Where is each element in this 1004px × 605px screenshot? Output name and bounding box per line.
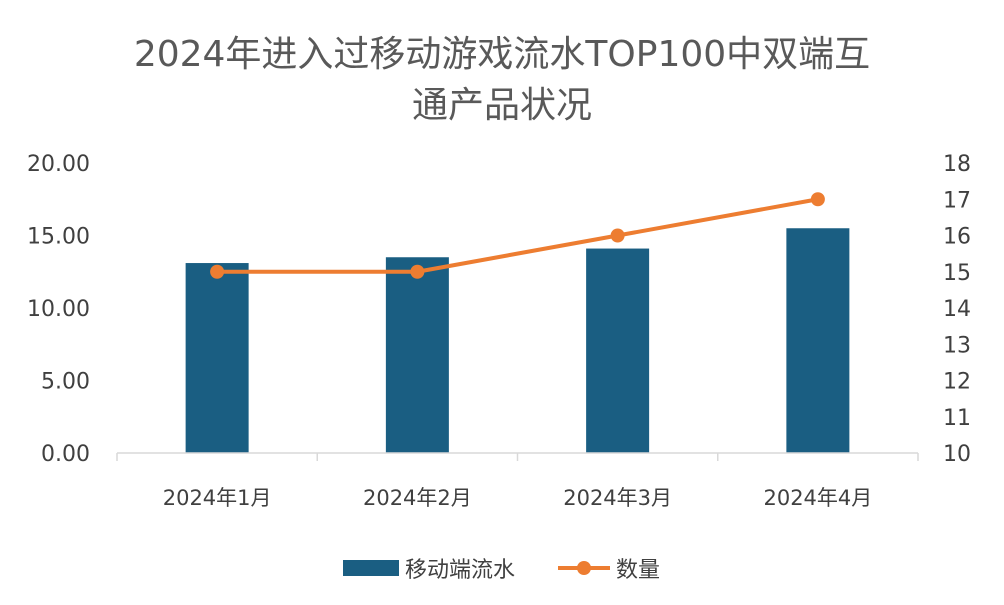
x-axis-tick-label: 2024年1月 — [163, 486, 272, 510]
left-axis-tick-label: 5.00 — [41, 370, 90, 395]
bar — [385, 257, 449, 453]
legend-label-line: 数量 — [616, 558, 660, 583]
right-axis-tick-label: 15 — [943, 261, 971, 286]
left-axis-tick-label: 15.00 — [27, 225, 90, 250]
right-y-axis: 10 11 12 13 14 15 16 17 18 — [943, 152, 971, 467]
bar — [786, 228, 850, 453]
chart-title-line-1: 2024年进入过移动游戏流水TOP100中双端互 — [134, 34, 870, 75]
x-axis-ticks — [116, 453, 919, 461]
chart-title-line-2: 通产品状况 — [412, 85, 592, 126]
legend: 移动端流水 数量 — [343, 558, 660, 583]
right-axis-tick-label: 11 — [943, 406, 971, 431]
right-axis-tick-label: 13 — [943, 333, 971, 358]
right-axis-tick-label: 16 — [943, 225, 971, 250]
line-point — [610, 228, 625, 243]
left-axis-tick-label: 0.00 — [41, 442, 90, 467]
right-axis-tick-label: 12 — [943, 370, 971, 395]
x-axis-tick-label: 2024年3月 — [563, 486, 672, 510]
line-path — [217, 197, 819, 274]
left-axis-tick-label: 10.00 — [27, 297, 90, 322]
left-axis-tick-label: 20.00 — [27, 152, 90, 177]
line-point — [410, 264, 425, 279]
x-axis-labels: 2024年1月 2024年2月 2024年3月 2024年4月 — [163, 486, 873, 510]
legend-line-marker — [577, 561, 591, 575]
right-axis-tick-label: 10 — [943, 442, 971, 467]
x-axis-tick-label: 2024年2月 — [363, 486, 472, 510]
right-axis-tick-label: 18 — [943, 152, 971, 177]
right-axis-tick-label: 17 — [943, 188, 971, 213]
legend-bar-swatch — [343, 560, 399, 576]
bar — [586, 248, 650, 453]
line-point — [810, 192, 825, 207]
legend-label-bar: 移动端流水 — [405, 558, 515, 583]
line-point — [210, 264, 225, 279]
line-series — [210, 192, 825, 279]
right-axis-tick-label: 14 — [943, 297, 971, 322]
left-y-axis: 0.00 5.00 10.00 15.00 20.00 — [27, 152, 90, 467]
bar — [185, 263, 249, 453]
bar-series — [185, 228, 850, 453]
x-axis-tick-label: 2024年4月 — [763, 486, 872, 510]
